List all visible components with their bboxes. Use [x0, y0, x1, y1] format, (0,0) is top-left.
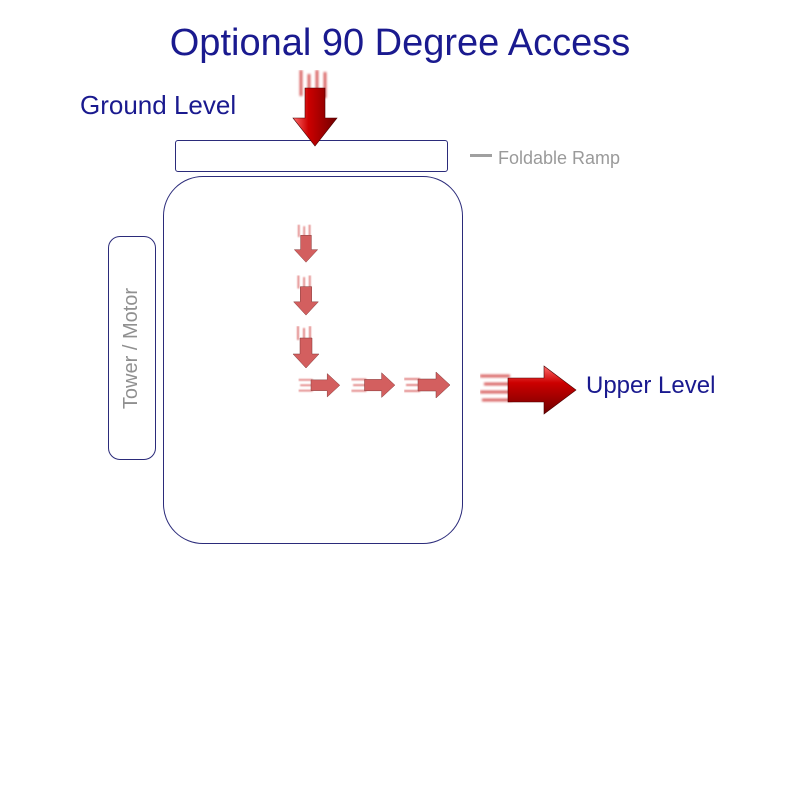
trail-arrow-right-1 [298, 372, 341, 404]
trail-arrow-right-2 [351, 371, 397, 404]
trail-arrow-down-3 [288, 326, 324, 375]
upper-level-label: Upper Level [586, 372, 715, 400]
tower-motor-shape: Tower / Motor [108, 236, 156, 460]
ramp-tick-mark [470, 154, 492, 157]
entry-arrow-down [285, 70, 345, 155]
ground-level-label: Ground Level [80, 90, 236, 121]
trail-arrow-down-2 [289, 275, 323, 322]
tower-motor-label: Tower / Motor [121, 287, 144, 408]
trail-arrow-right-3 [404, 370, 452, 405]
trail-arrow-down-1 [290, 224, 322, 268]
exit-arrow-right [480, 362, 580, 423]
diagram-title: Optional 90 Degree Access [0, 22, 800, 65]
foldable-ramp-label: Foldable Ramp [498, 148, 620, 169]
